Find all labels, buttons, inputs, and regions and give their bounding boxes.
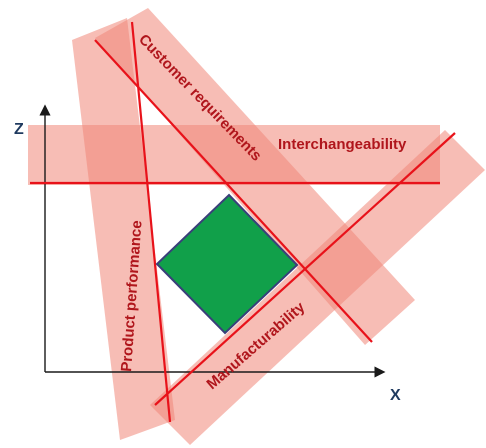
product-performance-band	[72, 18, 175, 440]
feasible-region	[155, 193, 299, 335]
interchangeability-label: Interchangeability	[278, 136, 407, 153]
manufacturability-line	[154, 132, 456, 406]
customer-requirements-line	[94, 39, 373, 343]
z-axis-label: Z	[14, 121, 24, 138]
x-axis-label: X	[390, 387, 401, 404]
manufacturability-band	[150, 130, 485, 445]
